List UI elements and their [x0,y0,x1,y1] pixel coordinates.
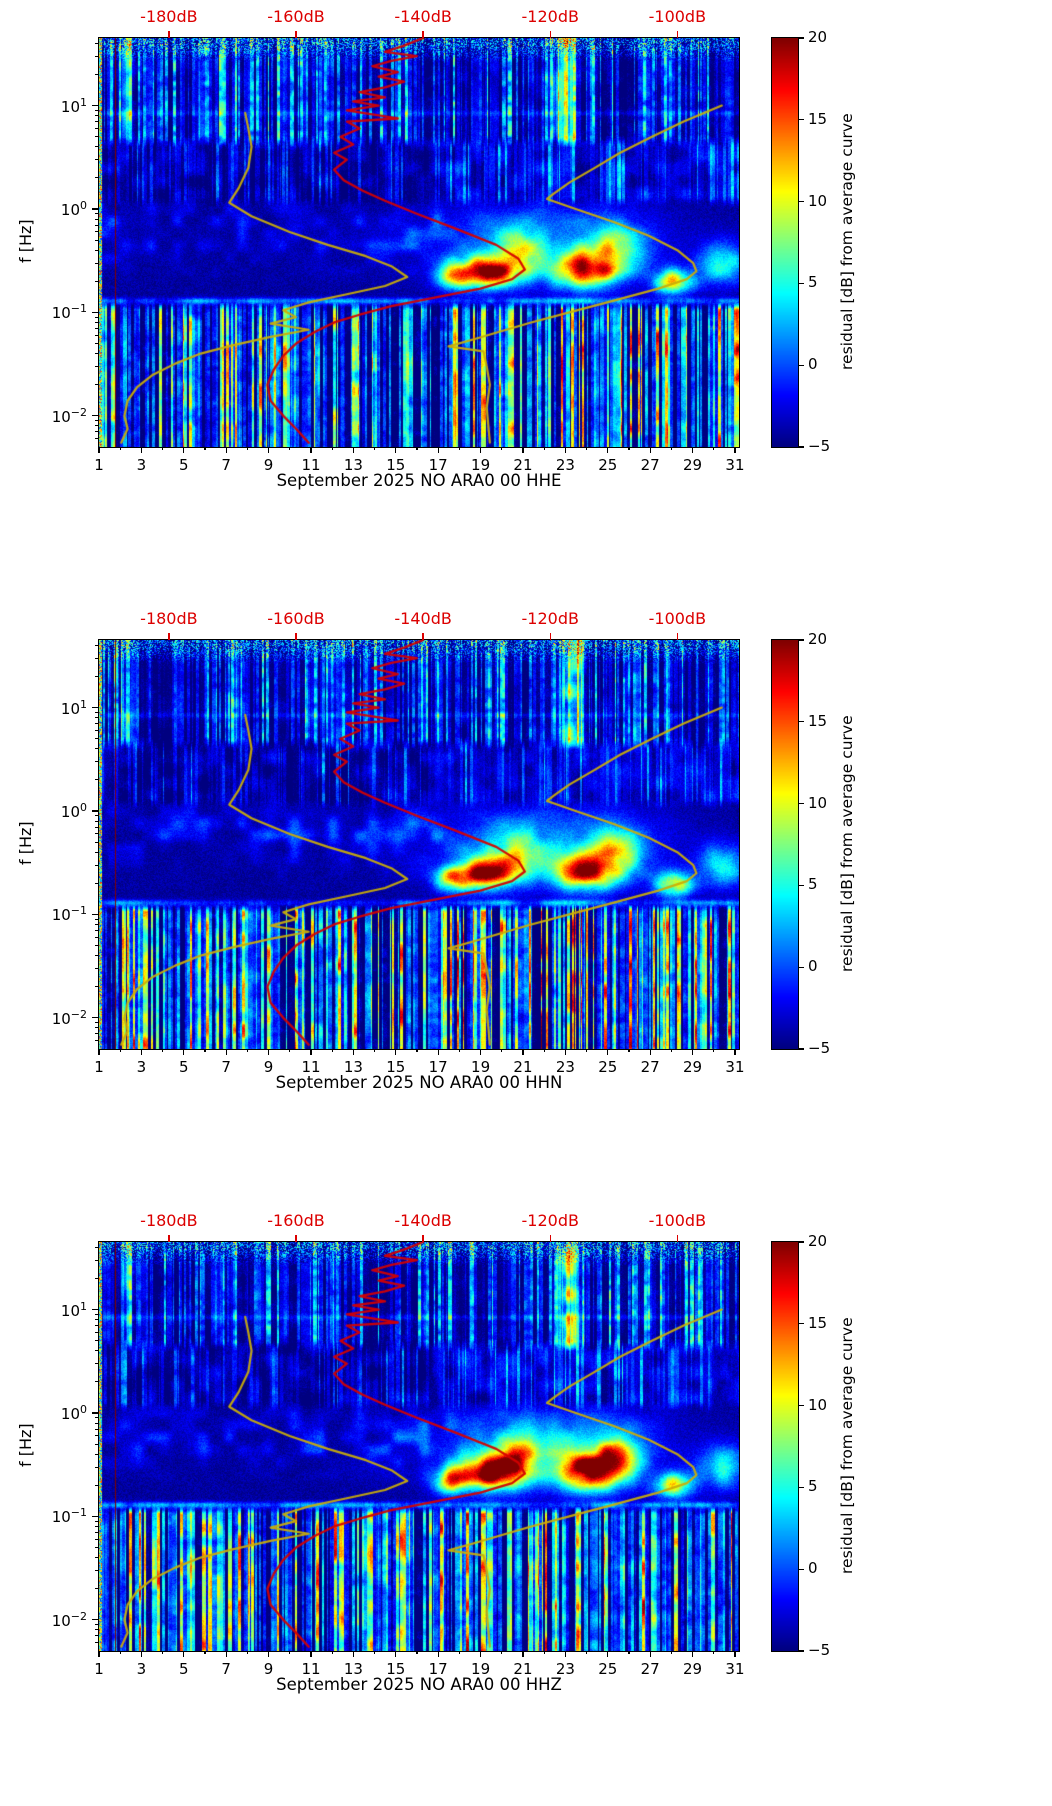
colorbar-tick [799,1323,804,1325]
top-db-tick-label: -100dB [648,609,707,628]
colorbar-tick [799,1568,804,1570]
top-db-tick-label: -140dB [394,1211,452,1230]
plot-area [98,639,740,1050]
panel-hhn: f [Hz] 1 3 5 7 9 11 13 15 17 19 21 23 25 27 29 31 101 100… [0,602,1052,1204]
colorbar-tick [799,884,804,886]
y-tick-label: 101 [60,95,87,116]
x-axis-label: September 2025 NO ARA0 00 HHE [276,471,562,490]
colorbar-canvas [772,640,798,1049]
colorbar-tick [799,37,804,39]
overlay-curves-canvas [99,640,739,1049]
top-db-tick-label: -100dB [648,7,707,26]
top-db-tick-label: -180dB [140,1211,198,1230]
colorbar-tick [799,1486,804,1488]
colorbar-tick [799,364,804,366]
colorbar-label: residual [dB] from average curve [838,1317,856,1574]
y-tick-label: 101 [60,1299,87,1320]
top-db-tick-label: -120dB [521,1211,579,1230]
colorbar-tick [799,201,804,203]
colorbar-tick [799,966,804,968]
colorbar-tick [799,1048,804,1050]
colorbar-tick [799,282,804,284]
x-axis-label: September 2025 NO ARA0 00 HHN [275,1073,563,1092]
top-db-tick-label: -180dB [140,609,198,628]
y-tick-label: 100 [60,800,87,821]
panel-hhz: f [Hz] 1 3 5 7 9 11 13 15 17 19 21 23 25 27 29 31 101 100… [0,1204,1052,1806]
y-tick-label: 10−2 [51,405,87,426]
y-tick-label: 10−2 [51,1007,87,1028]
top-db-tick-label: -160dB [267,609,325,628]
colorbar-tick [799,1650,804,1652]
y-axis-label: f [Hz] [16,1423,35,1468]
overlay-curves-canvas [99,38,739,447]
colorbar-tick [799,803,804,805]
y-tick-label: 101 [60,697,87,718]
top-db-tick-label: -140dB [394,7,452,26]
y-tick-label: 10−1 [51,1506,87,1527]
y-tick-label: 100 [60,198,87,219]
y-tick-label: 10−1 [51,302,87,323]
colorbar-tick [799,119,804,121]
y-tick-label: 100 [60,1402,87,1423]
x-axis-label: September 2025 NO ARA0 00 HHZ [276,1675,562,1694]
colorbar [771,37,799,448]
top-db-tick-label: -120dB [521,609,579,628]
top-db-tick-label: -180dB [140,7,198,26]
top-db-tick-label: -120dB [521,7,579,26]
y-tick-label: 10−1 [51,904,87,925]
colorbar [771,639,799,1050]
top-db-tick-label: -100dB [648,1211,707,1230]
colorbar-tick [799,446,804,448]
plot-area [98,1241,740,1652]
top-db-tick-label: -160dB [267,7,325,26]
colorbar-canvas [772,1242,798,1651]
colorbar-tick [799,721,804,723]
top-db-tick-label: -140dB [394,609,452,628]
colorbar-tick [799,639,804,641]
plot-area [98,37,740,448]
colorbar-canvas [772,38,798,447]
y-axis-label: f [Hz] [16,219,35,264]
colorbar [771,1241,799,1652]
y-axis-label: f [Hz] [16,821,35,866]
colorbar-tick [799,1405,804,1407]
top-db-tick-label: -160dB [267,1211,325,1230]
colorbar-tick [799,1241,804,1243]
colorbar-label: residual [dB] from average curve [838,715,856,972]
overlay-curves-canvas [99,1242,739,1651]
panel-hhe: f [Hz] 1 3 5 7 9 11 13 15 17 19 21 23 25 27 29 31 101 100… [0,0,1052,602]
colorbar-label: residual [dB] from average curve [838,113,856,370]
y-tick-label: 10−2 [51,1609,87,1630]
